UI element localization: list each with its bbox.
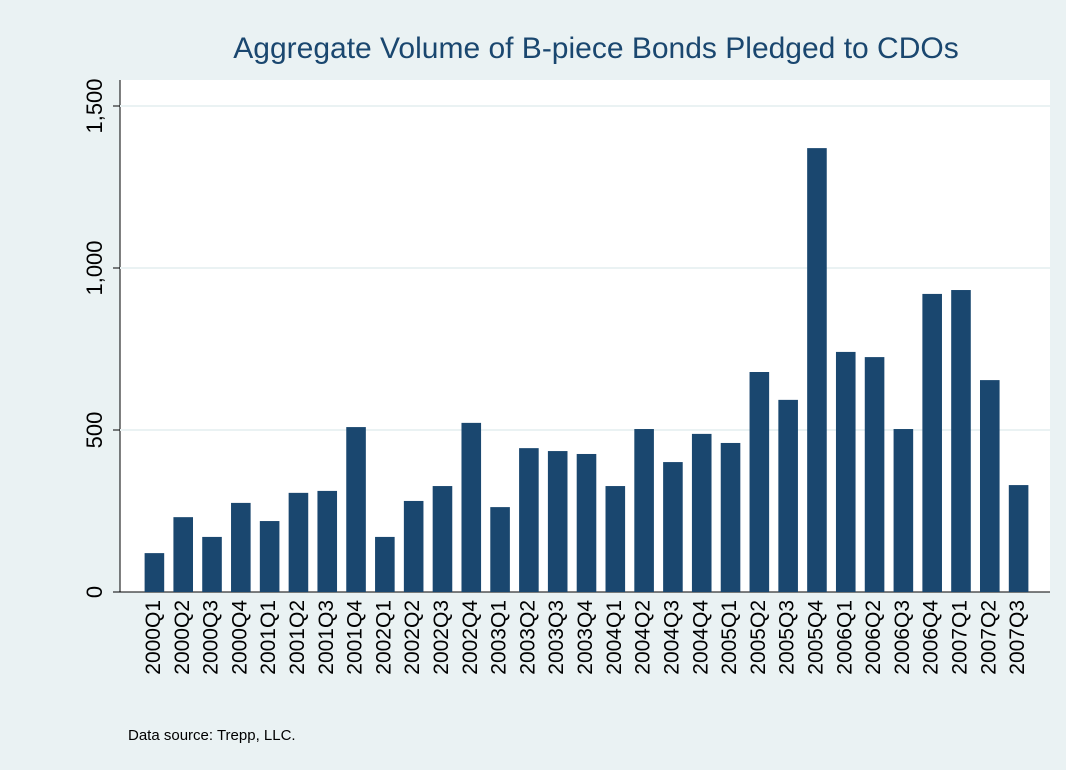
x-tick-label: 2001Q3: [315, 600, 338, 675]
bar: [835, 351, 856, 592]
bar: [807, 148, 827, 592]
x-tick-label: 2003Q1: [488, 600, 511, 675]
x-tick-label: 2003Q4: [574, 600, 597, 675]
bar: [720, 442, 741, 592]
bar: [288, 492, 309, 592]
bar: [778, 399, 798, 592]
bar: [547, 451, 568, 592]
y-tick-label: 1,500: [82, 78, 107, 133]
bar: [432, 486, 453, 592]
x-tick-label: 2000Q4: [228, 600, 251, 675]
x-tick-label: 2002Q1: [372, 600, 395, 675]
x-tick-label: 2001Q2: [286, 600, 309, 675]
bar: [173, 517, 194, 592]
x-tick-label: 2007Q3: [1006, 600, 1029, 675]
x-tick-label: 2005Q4: [804, 600, 827, 675]
bar: [346, 427, 366, 592]
x-tick-label: 2004Q2: [632, 600, 655, 675]
x-tick-label: 2000Q1: [142, 600, 165, 675]
x-tick-label: 2002Q3: [430, 600, 453, 675]
source-note: Data source: Trepp, LLC.: [128, 727, 296, 744]
bar: [979, 380, 1000, 592]
bar: [519, 448, 539, 592]
bar: [403, 500, 424, 592]
bar: [749, 372, 770, 592]
x-tick-label: 2006Q4: [920, 600, 943, 675]
bar: [461, 422, 482, 592]
bar: [691, 433, 712, 592]
x-tick-label: 2000Q3: [200, 600, 223, 675]
x-tick-label: 2004Q4: [689, 600, 712, 675]
bar: [144, 553, 165, 592]
bar: [375, 536, 395, 592]
y-tick-label: 0: [82, 586, 107, 598]
x-tick-label: 2000Q2: [171, 600, 194, 675]
bar: [490, 507, 510, 592]
y-tick-label: 1,000: [82, 240, 107, 295]
x-tick-label: 2006Q1: [833, 600, 856, 675]
bar: [231, 502, 251, 592]
bar: [202, 536, 222, 592]
bar: [922, 293, 942, 592]
bar: [576, 453, 597, 592]
y-tick-label: 500: [82, 412, 107, 449]
x-tick-label: 2001Q4: [344, 600, 367, 675]
x-tick-label: 2002Q4: [459, 600, 482, 675]
x-tick-label: 2007Q1: [949, 600, 972, 675]
x-tick-label: 2005Q1: [718, 600, 741, 675]
bar: [317, 490, 338, 592]
x-tick-label: 2006Q3: [891, 600, 914, 675]
x-tick-label: 2003Q3: [545, 600, 568, 675]
bar: [605, 486, 626, 592]
x-tick-label: 2004Q1: [603, 600, 626, 675]
bar: [634, 429, 654, 592]
x-tick-label: 2007Q2: [977, 600, 1000, 675]
bar: [893, 429, 914, 592]
x-tick-label: 2005Q3: [776, 600, 799, 675]
x-tick-label: 2006Q2: [862, 600, 885, 675]
bar: [864, 357, 885, 592]
x-tick-label: 2005Q2: [747, 600, 770, 675]
bar: [951, 290, 971, 592]
x-tick-label: 2002Q2: [401, 600, 424, 675]
chart-title: Aggregate Volume of B-piece Bonds Pledge…: [233, 32, 958, 65]
x-tick-label: 2001Q1: [257, 600, 280, 675]
x-tick-label: 2004Q3: [660, 600, 683, 675]
x-tick-label: 2003Q2: [516, 600, 539, 675]
bar: [663, 462, 683, 592]
bar: [1008, 485, 1029, 592]
bar: [259, 521, 280, 592]
